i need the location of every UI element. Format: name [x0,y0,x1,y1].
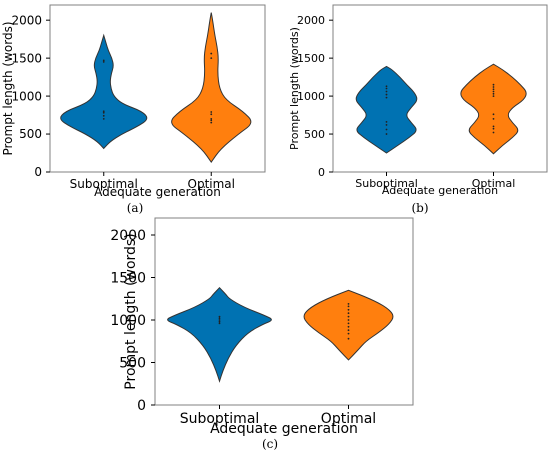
y-tick-label: 2000 [11,13,42,27]
plot-frame [154,217,414,406]
y-axis-label: Prompt length (words) [288,27,301,150]
data-point-suboptimal [102,117,105,120]
data-point-optimal [347,305,350,308]
data-point-optimal [492,92,495,95]
data-point-optimal [347,332,350,335]
y-tick-label: 0 [318,166,325,179]
y-axis-label: Prompt length (words) [1,21,15,155]
data-point-suboptimal [385,128,388,131]
data-point-suboptimal [102,110,105,113]
data-point-optimal [210,111,213,113]
data-point-optimal [492,95,495,97]
x-tick-label-optimal: Optimal [188,177,235,191]
panel-caption: (c) [262,437,278,451]
y-tick-label: 2000 [297,14,325,27]
data-point-optimal [492,117,495,120]
data-point-suboptimal [218,319,221,321]
data-point-optimal [210,117,213,120]
data-point-optimal [347,312,350,315]
data-point-optimal [210,57,213,60]
data-point-optimal [347,322,350,325]
data-point-suboptimal [385,85,388,88]
data-point-optimal [347,319,350,321]
y-tick-label: 0 [34,165,42,179]
data-point-suboptimal [385,93,388,96]
data-point-suboptimal [102,114,105,117]
data-point-optimal [210,113,213,116]
data-point-optimal [492,125,495,128]
data-point-suboptimal [218,320,221,323]
violin-optimal [171,12,252,164]
data-point-optimal [210,52,213,55]
violin-suboptimal [355,65,418,154]
data-point-optimal [492,131,495,134]
data-point-suboptimal [385,87,388,90]
chart-panel-c: 0 500 1000 1500 2000 Suboptimal OptimalAdequat… [110,217,414,451]
y-tick-label: 1000 [11,89,42,103]
y-tick-label: 0 [137,398,146,414]
y-tick-label: 1000 [110,313,146,329]
violin-optimal [303,289,394,361]
data-point-suboptimal [385,121,388,123]
data-point-optimal [210,121,213,124]
x-axis-label: Adequate generation [94,185,221,199]
violin-optimal [460,63,527,155]
y-axis-label: Prompt length (words) [123,233,139,389]
data-point-suboptimal [385,124,388,126]
x-tick-label-suboptimal: Suboptimal [180,411,260,427]
data-point-suboptimal [102,111,105,114]
y-tick-label: 1500 [11,51,42,65]
data-point-optimal [347,308,350,311]
x-tick-label-suboptimal: Suboptimal [355,177,418,190]
violin-suboptimal [60,33,148,150]
x-tick-label-suboptimal: Suboptimal [70,177,138,191]
data-point-optimal [492,86,495,88]
data-point-suboptimal [218,315,221,318]
y-tick-label: 500 [304,128,325,141]
data-point-suboptimal [385,133,388,135]
data-point-suboptimal [102,61,105,63]
data-point-optimal [492,127,495,130]
y-tick-label: 500 [119,355,146,371]
x-tick-label-optimal: Optimal [472,177,516,190]
data-point-optimal [492,113,495,116]
x-tick-label-optimal: Optimal [321,411,376,427]
data-point-optimal [347,315,350,318]
y-tick-label: 1500 [110,270,146,286]
violin-suboptimal [167,286,272,383]
data-point-suboptimal [218,322,221,325]
panel-caption: (b) [411,201,428,215]
data-point-optimal [492,88,495,91]
y-tick-label: 2000 [110,228,146,244]
y-tick-label: 1500 [297,52,325,65]
plot-frame [332,4,548,173]
data-point-optimal [492,83,495,86]
data-point-optimal [347,337,350,340]
x-axis-label: Adequate generation [382,184,498,197]
data-point-suboptimal [385,90,388,93]
panel-caption: (a) [127,201,144,215]
data-point-optimal [347,302,350,305]
data-point-suboptimal [218,317,221,320]
data-point-suboptimal [385,96,388,99]
plot-frame [49,4,266,173]
y-tick-label: 500 [19,127,42,141]
data-point-optimal [347,329,350,332]
data-point-optimal [492,90,495,93]
chart-panel-b: 0 500 1000 1500 2000 Suboptimal OptimalAdequat… [288,4,548,215]
y-tick-label: 1000 [297,90,325,103]
x-axis-label: Adequate generation [210,421,358,437]
data-point-optimal [347,325,350,328]
data-point-suboptimal [102,59,105,62]
data-point-optimal [210,119,213,122]
chart-panel-a: 0 500 1000 1500 2000 Suboptimal OptimalAdequat… [1,4,266,215]
